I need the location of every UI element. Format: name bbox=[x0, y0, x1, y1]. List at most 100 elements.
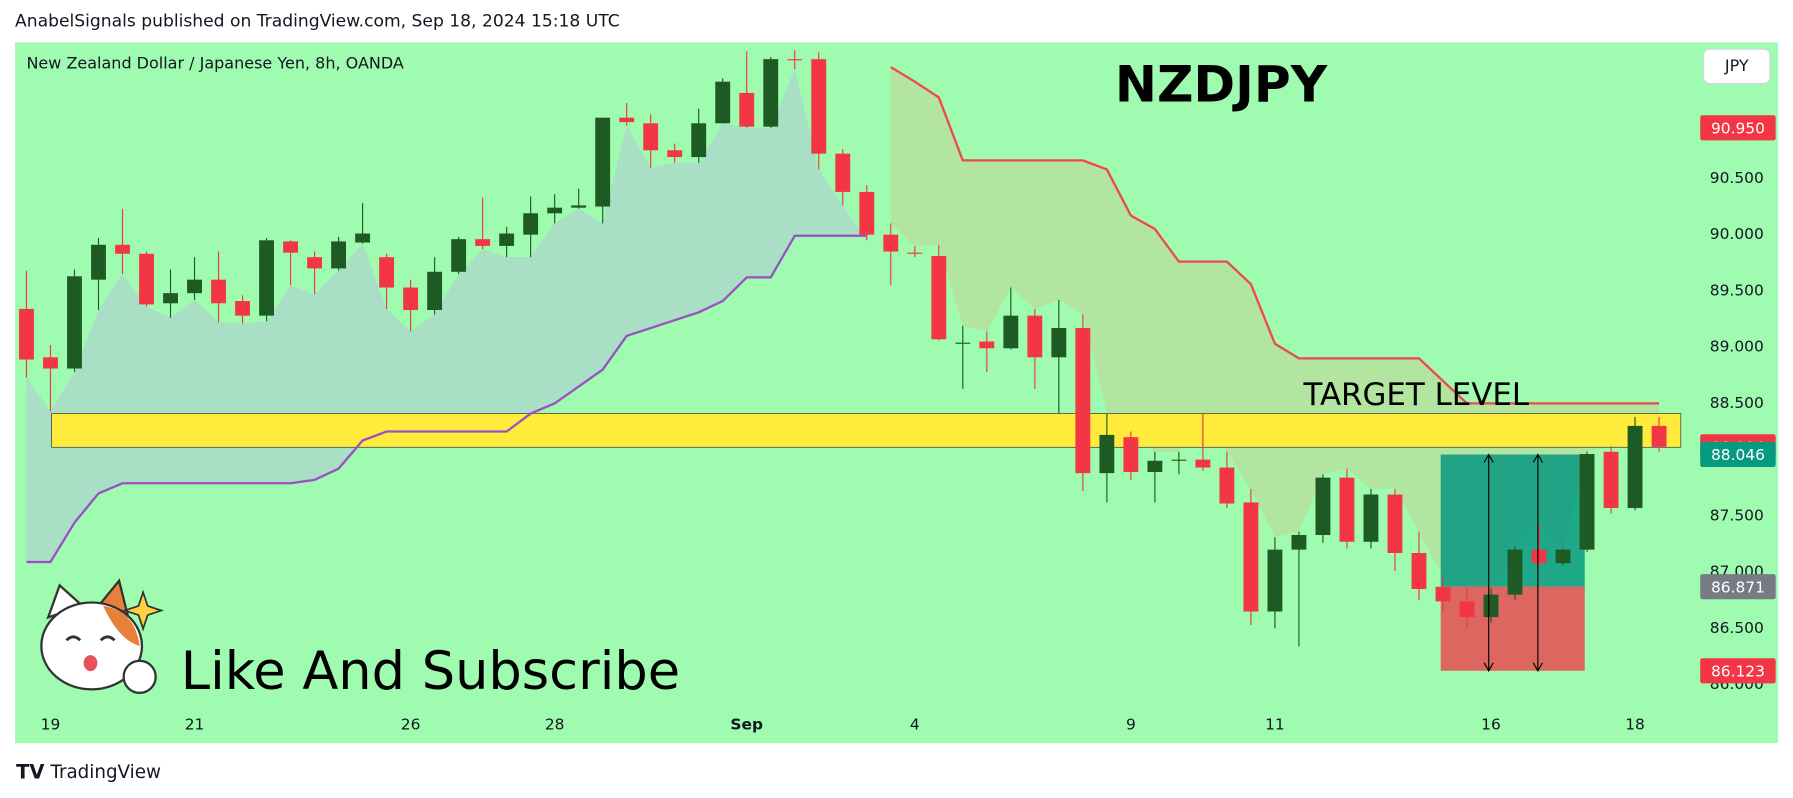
loss-zone bbox=[1440, 586, 1585, 671]
candle-body bbox=[643, 123, 659, 151]
band-line bbox=[26, 234, 867, 564]
candle-body bbox=[355, 233, 371, 243]
candle-body bbox=[1579, 454, 1595, 550]
candle-body bbox=[907, 252, 923, 254]
arrow-head bbox=[1532, 453, 1543, 463]
candle-body bbox=[619, 117, 635, 123]
candle-body bbox=[187, 279, 202, 294]
candle-body bbox=[43, 357, 58, 369]
target-zone bbox=[51, 413, 1682, 448]
candle-body bbox=[1339, 477, 1355, 542]
y-tick-label: 90.000 bbox=[1710, 225, 1764, 243]
candle-body bbox=[763, 59, 779, 127]
candle-body bbox=[1459, 601, 1475, 618]
candle-body bbox=[931, 256, 947, 340]
candle-body bbox=[1651, 425, 1667, 447]
candle-body bbox=[1555, 549, 1571, 564]
candle-body bbox=[1291, 535, 1307, 550]
x-tick-label: 21 bbox=[185, 715, 205, 733]
candle-body bbox=[1411, 553, 1427, 590]
price-badge bbox=[1700, 441, 1776, 468]
candle-body bbox=[1195, 459, 1211, 468]
candle-body bbox=[1243, 502, 1259, 612]
price-badge-label: 90.950 bbox=[1711, 119, 1765, 137]
candle-body bbox=[1027, 315, 1043, 358]
y-tick-label: 87.500 bbox=[1710, 506, 1764, 524]
candle-body bbox=[283, 241, 298, 253]
candle-body bbox=[1507, 549, 1523, 595]
candle-body bbox=[1123, 437, 1139, 473]
candle-body bbox=[67, 276, 82, 369]
candle-body bbox=[139, 253, 154, 305]
symbol-title: NZDJPY bbox=[1115, 55, 1328, 114]
candle-body bbox=[211, 279, 226, 304]
price-badge-label: 86.871 bbox=[1711, 578, 1765, 596]
candle-body bbox=[451, 239, 467, 272]
candle-body bbox=[1483, 594, 1499, 618]
candle-body bbox=[115, 244, 130, 254]
band-line bbox=[890, 66, 1660, 405]
candle-body bbox=[1435, 586, 1451, 602]
price-badge bbox=[1700, 115, 1776, 141]
candle-body bbox=[979, 341, 995, 349]
footer-brand: TradingView bbox=[49, 762, 161, 783]
candle-body bbox=[787, 59, 803, 61]
candle-body bbox=[1315, 477, 1331, 536]
y-tick-label: 89.000 bbox=[1710, 338, 1764, 356]
arrow-head bbox=[1483, 662, 1494, 672]
candle-body bbox=[1267, 549, 1283, 612]
y-tick-label: 89.500 bbox=[1710, 281, 1764, 299]
currency-label[interactable]: JPY bbox=[1724, 56, 1749, 75]
candle-body bbox=[1099, 434, 1115, 474]
candle-body bbox=[1171, 459, 1187, 461]
candle-body bbox=[715, 81, 731, 124]
candle-body bbox=[1363, 494, 1379, 542]
x-tick-label: 9 bbox=[1126, 715, 1136, 733]
candle-body bbox=[19, 308, 34, 360]
y-tick-label: 88.500 bbox=[1710, 394, 1764, 412]
x-tick-label: Sep bbox=[730, 715, 763, 733]
candle-body bbox=[307, 257, 323, 269]
candle-body bbox=[1531, 549, 1547, 564]
subscribe-text: Like And Subscribe bbox=[181, 641, 680, 702]
candle-body bbox=[883, 234, 899, 252]
candle-body bbox=[1387, 494, 1403, 554]
candle-body bbox=[811, 59, 827, 154]
currency-button[interactable] bbox=[1703, 48, 1771, 85]
x-tick-label: 26 bbox=[401, 715, 421, 733]
candle-body bbox=[379, 257, 395, 288]
price-badge-label: 86.123 bbox=[1711, 662, 1765, 680]
candle-body bbox=[427, 271, 443, 311]
candle-body bbox=[1075, 328, 1091, 474]
x-tick-label: 16 bbox=[1481, 715, 1501, 733]
x-tick-label: 18 bbox=[1625, 715, 1645, 733]
candle-body bbox=[1219, 467, 1235, 504]
target-zone-label: TARGET LEVEL bbox=[1303, 377, 1530, 413]
y-tick-label: 86.500 bbox=[1710, 619, 1764, 637]
candle-body bbox=[835, 153, 851, 192]
candle-body bbox=[955, 342, 971, 344]
publisher-header: AnabelSignals published on TradingView.c… bbox=[15, 12, 620, 32]
candle-body bbox=[859, 191, 875, 235]
candle-body bbox=[1147, 460, 1163, 473]
candle-body bbox=[523, 213, 539, 235]
candle-body bbox=[739, 92, 755, 127]
candle-body bbox=[331, 241, 347, 269]
candle-body bbox=[1627, 425, 1643, 509]
x-tick-label: 28 bbox=[545, 715, 565, 733]
cat-sticker bbox=[40, 578, 165, 694]
candle-body bbox=[1003, 315, 1019, 349]
candle-body bbox=[547, 207, 563, 214]
candle-body bbox=[259, 240, 274, 316]
logo-mark: TV bbox=[16, 760, 44, 783]
candle-body bbox=[667, 150, 683, 158]
candle-body bbox=[691, 123, 707, 158]
candle-body bbox=[1051, 328, 1067, 358]
candle-body bbox=[91, 244, 106, 280]
candle-body bbox=[571, 205, 587, 208]
candle-body bbox=[163, 293, 178, 304]
price-badge bbox=[1700, 658, 1776, 684]
chart-title: New Zealand Dollar / Japanese Yen, 8h, O… bbox=[26, 54, 403, 73]
candle-body bbox=[403, 287, 419, 311]
price-badge bbox=[1700, 574, 1776, 600]
